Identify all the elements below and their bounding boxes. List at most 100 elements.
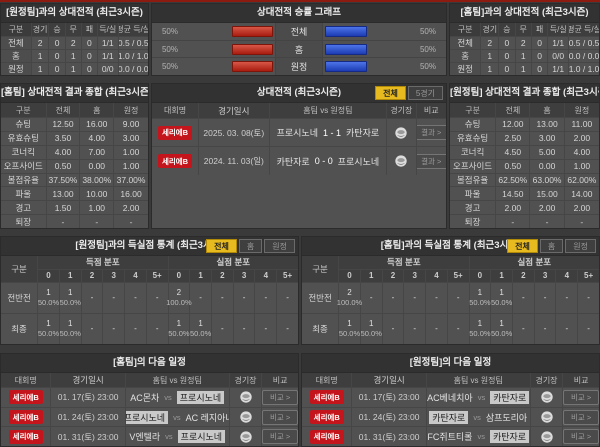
col-header: 평균 득/실 [118,25,148,34]
compare-button[interactable]: 비교 > [563,409,599,425]
col-header-compare: 비교 [423,106,439,115]
compare-button[interactable]: 비교 > [563,389,599,405]
panel-home-next-schedule: [홈팀]의 다음 일정 대회명 경기일시 홈팀 vs 원정팀 경기장 비교 세리… [0,353,299,447]
stat-value: 1 [481,63,500,75]
stat-value: 15.00 [530,187,565,201]
stat-value: - [47,215,81,228]
stadium-icon[interactable] [540,410,554,424]
count: 1 [46,287,51,297]
away-team-name: 프로시노네 [177,430,226,444]
summary-row: 슈팅 12.50 16.00 9.00 [1,118,148,132]
goal-count-header: 3 [103,269,126,282]
count: - [199,292,202,302]
stat-value: 2 [516,37,532,49]
stadium-icon[interactable] [540,390,554,404]
stadium-icon[interactable] [394,126,408,140]
count: - [90,323,94,333]
summary-row: 경고 1.50 1.00 2.00 [1,201,148,216]
panel-title: [원정팀]의 다음 일정 [302,354,599,373]
home-winrate-bar [231,25,273,37]
stadium-cell [531,427,564,447]
stat-value: 3.00 [122,133,140,144]
percent: 50.0% [59,329,81,339]
col-header-league: 대회명 [1,373,52,387]
stat-value: 1 [32,63,50,75]
tab-home[interactable]: 홈 [238,239,263,253]
stat-value: 0.0 / 0.0 [118,64,148,74]
tab-away[interactable]: 원정 [264,239,295,253]
home-bar-track [188,23,275,40]
goal-count-header: 4 [556,269,579,282]
stadium-icon[interactable] [239,390,253,404]
stat-value: 1.00 [80,201,115,215]
corner-label: 구분 [1,256,39,282]
goal-count-header: 1 [361,269,383,282]
row-label: 슈팅 [1,118,47,131]
tab-all[interactable]: 전체 [507,239,538,253]
away-team-name: 카탄자로 [489,430,530,444]
stat-value: 4.50 [496,145,531,159]
stadium-icon[interactable] [394,154,408,168]
stadium-icon[interactable] [540,430,554,444]
row-label: 원정 [450,63,482,75]
count: 1 [477,287,483,297]
result-cell: 결과 > [416,119,446,146]
percent: 50.0% [491,329,513,339]
result-button[interactable]: 결과 > [416,153,446,169]
goal-count-header: 4 [255,269,278,282]
compare-button[interactable]: 비교 > [262,409,298,425]
tab-away[interactable]: 원정 [565,239,596,253]
tab-all[interactable]: 전체 [375,86,406,100]
corner-label: 구분 [302,256,340,282]
stat-value: 1/1 [98,37,119,49]
stat-value: 0 [82,37,98,49]
stadium-icon[interactable] [239,430,253,444]
stat-value: 0.00 [530,159,565,173]
stadium-cell [531,407,564,427]
team-line: 카탄자로 vs 삼프도리아 [427,410,530,424]
count: 1 [68,287,73,297]
panel-goal-stats-vs-away: [원정팀]과의 득실점 통계 (최근3시즌) 전체 홈 원정 구분 득점 분포 … [0,236,299,345]
row-label: 오프사이드 [450,159,497,173]
stat-value: 12.00 [496,118,531,131]
count: - [413,323,417,333]
stadium-cell [387,119,417,146]
col-header: 득/실 [548,23,570,36]
row-label: 최종 [1,314,39,344]
stat-value: 2 [32,37,50,49]
stat-value: 1 [66,50,82,62]
stadium-cell [230,407,263,427]
compare-button[interactable]: 비교 > [563,429,599,445]
team-line: 프로시노네 1 - 1 카탄자로 [270,126,387,139]
count: 1 [499,287,504,297]
compare-button[interactable]: 비교 > [262,429,298,445]
dist-cell: - [212,314,234,344]
tab-all[interactable]: 전체 [206,239,237,253]
stat-value: 16.00 [80,118,115,131]
col-header: 득/실 [98,23,119,36]
league-cell: 세리에B [302,427,353,447]
schedule-row: 세리에B 01. 17(토) 23:00 AC몬차 vs 프로시노네 [1,388,298,408]
record-row: 홈 1 0 1 0 0/0 0.0 / 0.0 [450,50,599,63]
stat-value: 1/1 [548,63,570,75]
count: 2 [176,287,182,297]
col-header-stadium: 경기장 [230,373,263,387]
stadium-icon[interactable] [239,410,253,424]
result-button[interactable]: 결과 > [416,125,446,140]
schedule-row: 세리에B 01. 24(토) 23:00 카탄자로 vs 삼프도리아 [302,407,599,428]
record-row: 원정 1 0 1 0 1/1 1.0 / 1.0 [450,63,599,75]
team-line: V엔텔라 vs 프로시노네 [126,430,229,444]
panel-title-text: [홈팀]과의 득실점 통계 (최근3시즌) [380,240,521,251]
count: - [587,323,590,333]
col-header: 패 [82,23,98,36]
dist-cell: - [234,283,256,313]
away-team-name: AC 레지아나 [185,412,230,423]
match-datetime: 01. 31(토) 23:00 [352,427,427,447]
tab-last5[interactable]: 5경기 [407,86,443,100]
goal-stats-row: 전반전 2 100.0% - - - - - 1 50.0% 1 50.0% - - … [302,283,599,314]
col-header: 무 [516,23,532,36]
tab-home[interactable]: 홈 [539,239,564,253]
col-header: 홈 [530,103,565,117]
compare-button[interactable]: 비교 > [262,389,298,405]
stat-value: 3.50 [47,131,81,145]
